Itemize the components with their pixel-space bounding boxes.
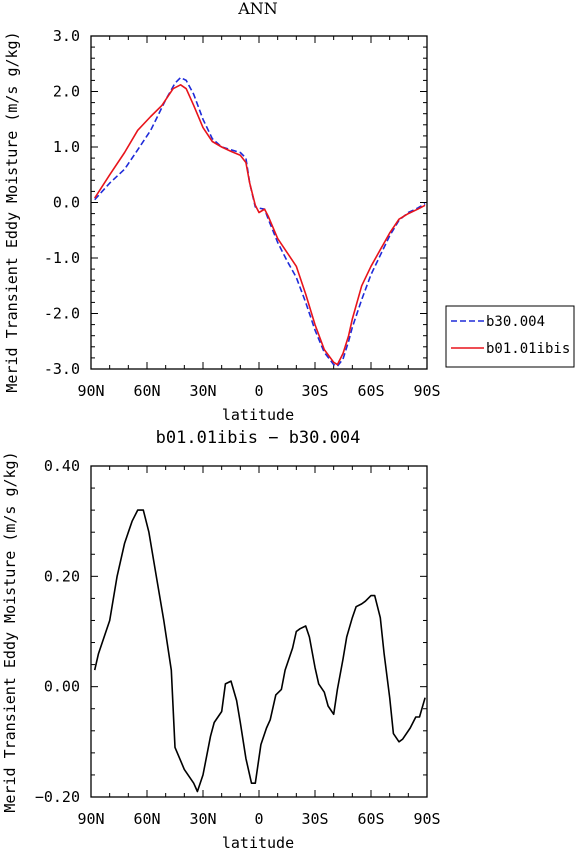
top-y-tick-labels: 3.0 2.0 1.0 0.0 -1.0 -2.0 -3.0 — [44, 27, 80, 378]
x-tick-label: 90N — [77, 382, 104, 400]
x-tick-label: 60S — [357, 382, 384, 400]
bottom-y-tick-labels: 0.40 0.20 0.00 −0.20 — [35, 457, 80, 806]
y-tick-label: -3.0 — [44, 360, 80, 378]
top-x-axis-label: latitude — [222, 406, 294, 424]
bottom-plot-frame — [90, 465, 428, 798]
bottom-series-line-1 — [93, 509, 426, 793]
x-tick-label: 0 — [254, 810, 263, 828]
bottom-chart: b01.01ibis − b30.004 90N 60N 30N 0 30S 60S 90S… — [1, 428, 441, 851]
top-series-lines — [94, 76, 426, 368]
x-tick-label: 60N — [133, 810, 160, 828]
bottom-chart-title: b01.01ibis − b30.004 — [156, 428, 361, 448]
y-tick-label: 1.0 — [53, 138, 80, 156]
x-tick-label: 30N — [189, 382, 216, 400]
x-tick-label: 90S — [413, 382, 440, 400]
bottom-series-lines — [93, 509, 426, 793]
x-tick-label: 30N — [189, 810, 216, 828]
bottom-x-tick-labels: 90N 60N 30N 0 30S 60S 90S — [77, 810, 440, 828]
y-tick-label: -1.0 — [44, 249, 80, 267]
y-tick-label: 3.0 — [53, 27, 80, 45]
top-series-line-b01-01ibis — [94, 84, 426, 366]
top-y-axis-label: Merid Transient Eddy Moisture (m/s g/kg) — [3, 31, 21, 392]
y-tick-label: 2.0 — [53, 83, 80, 101]
top-chart-title: ANN — [237, 0, 278, 18]
bottom-x-axis-label: latitude — [222, 834, 294, 851]
legend-label-b01-01ibis: b01.01ibis — [486, 341, 570, 357]
y-tick-label: −0.20 — [35, 788, 80, 806]
y-tick-label: 0.0 — [53, 194, 80, 212]
y-tick-label: 0.20 — [44, 567, 80, 585]
x-tick-label: 60S — [357, 810, 384, 828]
y-tick-label: 0.00 — [44, 678, 80, 696]
x-tick-label: 30S — [301, 810, 328, 828]
legend-label-b30-004: b30.004 — [486, 314, 545, 330]
top-series-line-b30-004 — [94, 76, 426, 368]
bottom-axis-ticks — [90, 465, 428, 798]
x-tick-label: 90N — [77, 810, 104, 828]
top-legend: b30.004 b01.01ibis — [445, 305, 575, 368]
top-plot-frame — [90, 35, 428, 370]
x-tick-label: 90S — [413, 810, 440, 828]
y-tick-label: -2.0 — [44, 305, 80, 323]
x-tick-label: 0 — [254, 382, 263, 400]
x-tick-label: 30S — [301, 382, 328, 400]
legend-box — [445, 305, 575, 368]
top-axis-ticks — [90, 35, 428, 370]
top-x-tick-labels: 90N 60N 30N 0 30S 60S 90S — [77, 382, 440, 400]
y-tick-label: 0.40 — [44, 457, 80, 475]
top-chart: ANN 90N 60N 30N 0 30S 60S 90S 3.0 2.0 1.0 0.0 -1.0… — [3, 0, 575, 424]
x-tick-label: 60N — [133, 382, 160, 400]
bottom-y-axis-label: Merid Transient Eddy Moisture (m/s g/kg) — [1, 451, 19, 812]
